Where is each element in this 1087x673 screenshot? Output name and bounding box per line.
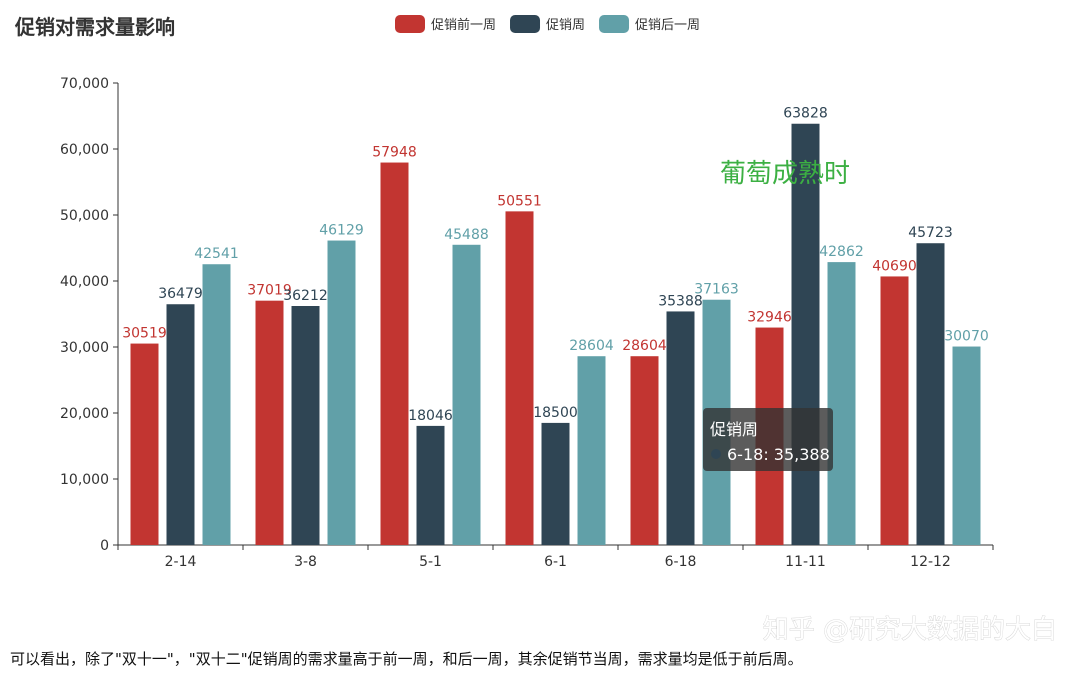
bar-value-label: 30519 xyxy=(122,326,167,342)
bar xyxy=(916,243,945,545)
y-tick-label: 70,000 xyxy=(60,76,109,92)
y-tick-label: 40,000 xyxy=(60,274,109,290)
y-tick-label: 20,000 xyxy=(60,406,109,422)
bar-value-label: 28604 xyxy=(622,338,667,354)
legend: 促销前一周 促销周 促销后一周 xyxy=(395,15,700,33)
legend-swatch xyxy=(395,15,425,33)
bar xyxy=(630,356,659,545)
y-tick-label: 10,000 xyxy=(60,472,109,488)
y-tick-label: 50,000 xyxy=(60,208,109,224)
bar-value-label: 35388 xyxy=(658,293,703,309)
y-tick-label: 0 xyxy=(100,538,109,554)
legend-swatch xyxy=(510,15,541,33)
bar-value-label: 45488 xyxy=(444,227,489,243)
bar-value-label: 36479 xyxy=(158,286,203,302)
legend-label: 促销前一周 xyxy=(431,17,496,33)
bar-value-label: 45723 xyxy=(908,225,953,241)
x-tick-label: 3-8 xyxy=(294,554,317,570)
bar xyxy=(166,304,195,545)
bar-value-label: 42541 xyxy=(194,246,239,262)
bar xyxy=(291,306,320,545)
bar-value-label: 63828 xyxy=(783,106,828,122)
tooltip-box xyxy=(703,408,833,471)
y-axis: 0 10,000 20,000 30,000 40,000 50,000 60,000 70,… xyxy=(60,76,119,554)
annotation-text: 葡萄成熟时 xyxy=(720,159,850,189)
bar-value-label: 37163 xyxy=(694,282,739,298)
x-tick-label: 5-1 xyxy=(419,554,442,570)
footer-note: 可以看出，除了"双十一"，"双十二"促销周的需求量高于前一周，和后一周，其余促销… xyxy=(10,650,803,668)
tooltip-title: 促销周 xyxy=(710,420,758,439)
bar-value-label: 32946 xyxy=(747,310,792,326)
bar xyxy=(827,262,856,545)
bar xyxy=(541,422,570,545)
bar xyxy=(577,356,606,545)
bar-value-label: 28604 xyxy=(569,338,614,354)
bar xyxy=(880,276,909,545)
legend-label: 促销后一周 xyxy=(635,18,700,33)
bar xyxy=(202,264,231,545)
bar xyxy=(416,425,445,545)
bar-value-label: 18500 xyxy=(533,405,578,421)
bar xyxy=(952,346,981,545)
tooltip-text: 6-18: 35,388 xyxy=(727,445,830,464)
legend-label: 促销周 xyxy=(546,18,585,33)
watermark: 知乎 @研究大数据的大白 xyxy=(763,615,1057,645)
tooltip-series-dot xyxy=(711,449,721,459)
x-tick-label: 2-14 xyxy=(165,554,197,570)
x-tick-label: 6-18 xyxy=(665,554,697,570)
bar-value-label: 40690 xyxy=(872,258,917,274)
bar xyxy=(452,244,481,545)
chart-title: 促销对需求量影响 xyxy=(14,15,175,39)
bar-value-label: 46129 xyxy=(319,223,364,239)
x-tick-label: 12-12 xyxy=(910,554,951,570)
bar-labels: 30519 37019 57948 50551 28604 32946 40690 36479… xyxy=(122,106,989,424)
bar-value-label: 18046 xyxy=(408,408,453,424)
bar-value-label: 36212 xyxy=(283,288,328,304)
bar-value-label: 57948 xyxy=(372,145,417,161)
bar xyxy=(255,300,284,545)
y-tick-label: 60,000 xyxy=(60,142,109,158)
bar xyxy=(327,240,356,546)
bar xyxy=(666,311,695,545)
bar-value-label: 50551 xyxy=(497,193,542,209)
tooltip: 促销周 6-18: 35,388 xyxy=(703,408,833,471)
bar xyxy=(505,211,534,545)
bar-value-label: 30070 xyxy=(944,329,989,345)
x-axis: 2-14 3-8 5-1 6-1 6-18 11-11 12-12 xyxy=(117,544,994,570)
bar xyxy=(130,343,159,545)
legend-swatch xyxy=(599,15,630,33)
x-tick-label: 11-11 xyxy=(785,554,826,570)
bar xyxy=(380,162,409,545)
y-tick-label: 30,000 xyxy=(60,340,109,356)
bar xyxy=(791,123,820,545)
bar-value-label: 42862 xyxy=(819,244,864,260)
x-tick-label: 6-1 xyxy=(544,554,567,570)
bars xyxy=(130,123,981,546)
bar-value-label: 37019 xyxy=(247,283,292,299)
